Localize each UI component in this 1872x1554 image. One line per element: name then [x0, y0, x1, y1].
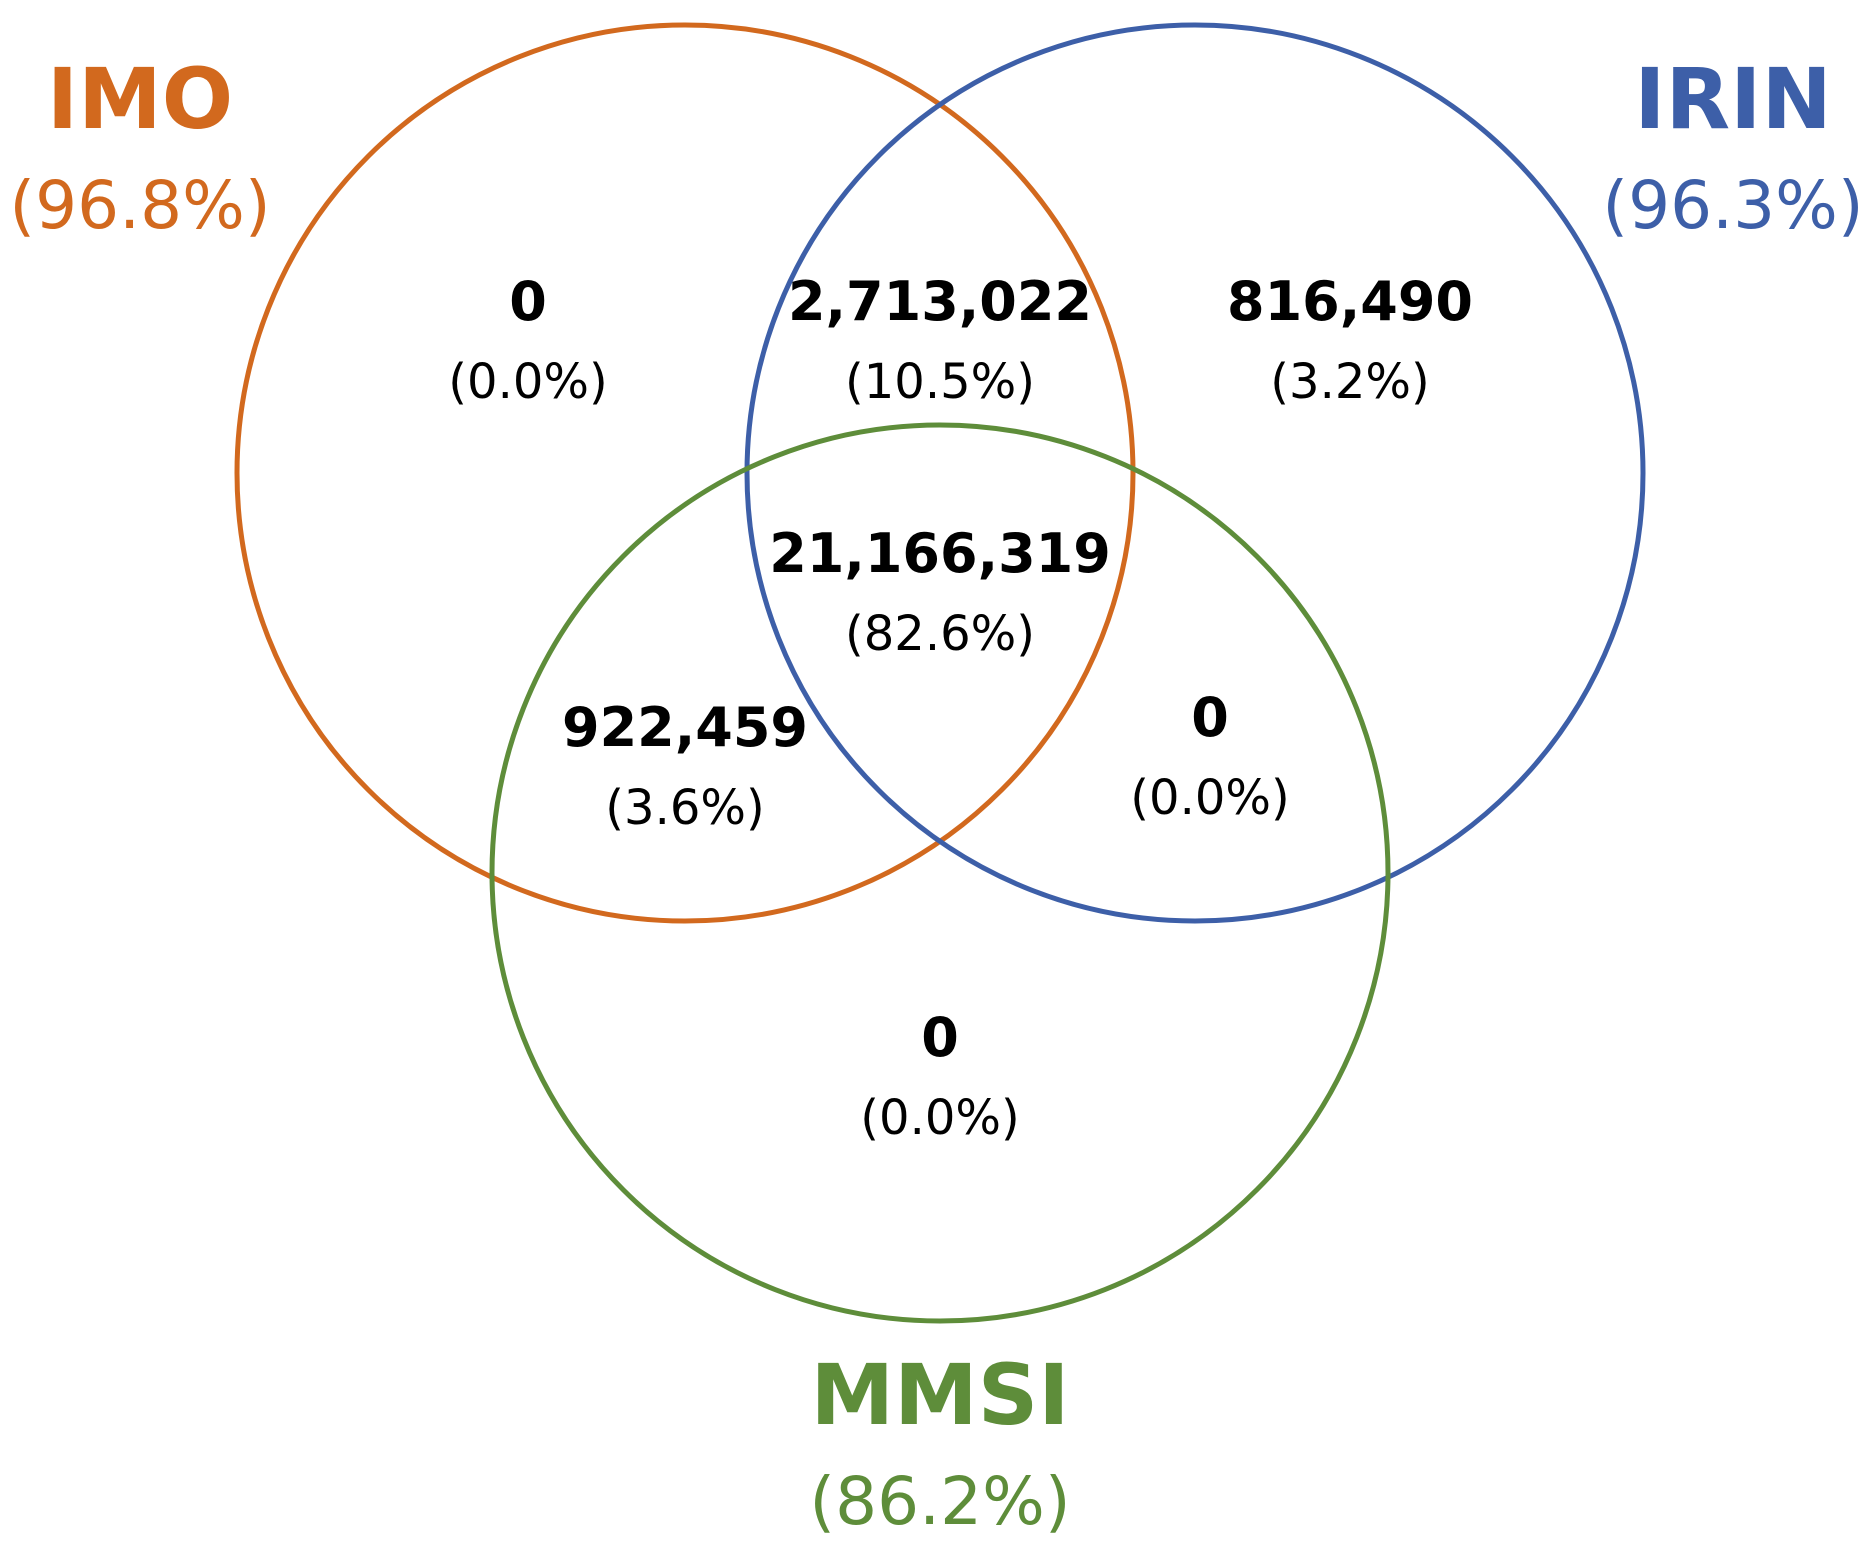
region-all-three-count: 21,166,319 — [769, 522, 1111, 585]
irin-circle — [744, 22, 1646, 924]
region-imo-irin-count: 2,713,022 — [788, 270, 1092, 333]
imo-set-pct: (96.8%) — [9, 167, 270, 244]
region-irin-only-pct: (3.2%) — [1270, 354, 1429, 410]
imo-circle — [234, 22, 1136, 924]
region-imo-mmsi-count: 922,459 — [562, 696, 808, 759]
irin-set-label: IRIN — [1634, 50, 1832, 148]
mmsi-circle — [489, 422, 1391, 1324]
region-irin-only-count: 816,490 — [1227, 270, 1473, 333]
region-mmsi-only-count: 0 — [921, 1006, 959, 1069]
region-irin-mmsi-count: 0 — [1191, 686, 1229, 749]
region-all-three-pct: (82.6%) — [845, 606, 1035, 662]
region-imo-only-count: 0 — [509, 270, 547, 333]
mmsi-set-pct: (86.2%) — [809, 1463, 1070, 1540]
irin-set-pct: (96.3%) — [1602, 167, 1863, 244]
region-imo-mmsi-pct: (3.6%) — [605, 780, 764, 836]
region-mmsi-only-pct: (0.0%) — [860, 1090, 1019, 1146]
region-imo-irin-pct: (10.5%) — [845, 354, 1035, 410]
mmsi-set-label: MMSI — [811, 1346, 1070, 1444]
imo-set-label: IMO — [47, 50, 233, 148]
region-imo-only-pct: (0.0%) — [448, 354, 607, 410]
region-irin-mmsi-pct: (0.0%) — [1130, 770, 1289, 826]
